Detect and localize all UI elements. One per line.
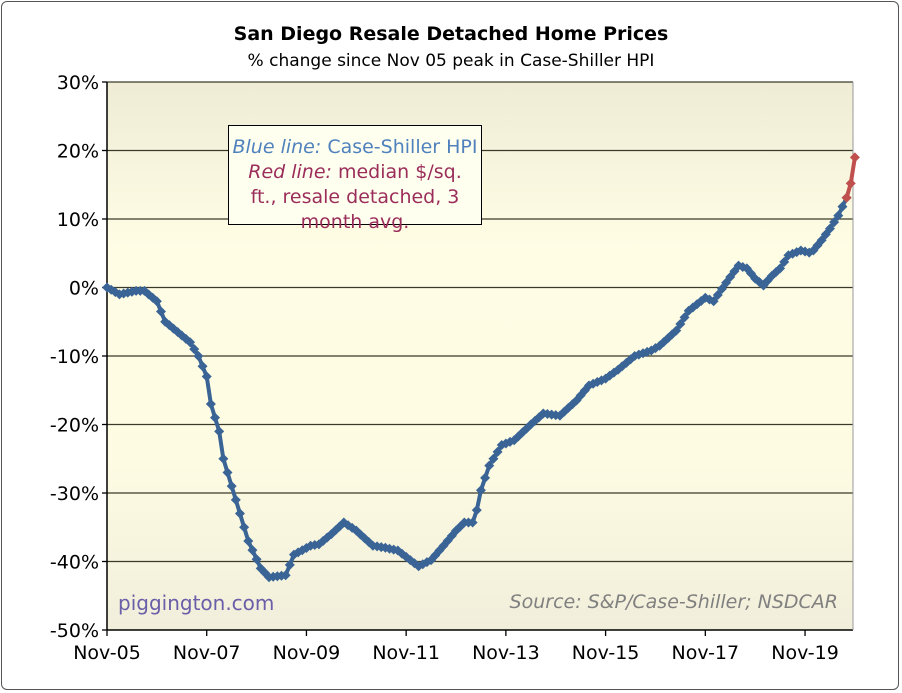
x-tick-label: Nov-05 xyxy=(73,642,141,664)
legend: Blue line: Case-Shiller HPI Red line: me… xyxy=(228,125,482,233)
data-point-marker xyxy=(226,481,237,492)
data-point-marker xyxy=(247,545,258,556)
data-point-marker xyxy=(833,210,844,221)
data-point-marker xyxy=(837,201,848,212)
x-tick-label: Nov-09 xyxy=(273,642,341,664)
y-tick-label: -40% xyxy=(50,552,99,574)
data-point-marker xyxy=(193,351,204,361)
data-point-marker xyxy=(156,306,167,317)
data-point-marker xyxy=(197,361,208,372)
watermark: piggington.com xyxy=(118,591,275,615)
data-point-marker xyxy=(234,508,245,519)
data-point-marker xyxy=(708,296,719,307)
data-point-marker xyxy=(716,283,727,294)
data-point-marker xyxy=(829,217,840,228)
data-point-marker xyxy=(480,472,491,483)
data-point-marker xyxy=(218,453,229,464)
data-point-marker xyxy=(214,426,225,437)
x-tick-label: Nov-11 xyxy=(372,642,440,664)
data-point-marker xyxy=(712,290,723,301)
legend-blue-text: Case-Shiller HPI xyxy=(327,136,478,158)
data-point-marker xyxy=(492,446,503,457)
data-point-marker xyxy=(222,467,233,478)
data-point-marker xyxy=(671,325,682,336)
data-point-marker xyxy=(151,296,162,307)
legend-red-text: median $/sq. ft., resale detached, 3 mon… xyxy=(250,161,462,233)
y-tick-label: 30% xyxy=(57,72,99,94)
chart-title: San Diego Resale Detached Home Prices xyxy=(234,23,669,45)
data-point-marker xyxy=(824,223,835,234)
x-tick-label: Nov-07 xyxy=(173,642,241,664)
y-tick-label: -30% xyxy=(50,483,99,505)
y-tick-label: 20% xyxy=(57,141,99,163)
x-tick-label: Nov-13 xyxy=(472,642,540,664)
x-tick-label: Nov-15 xyxy=(572,642,640,664)
chart-subtitle: % change since Nov 05 peak in Case-Shill… xyxy=(248,51,655,71)
data-point-marker xyxy=(210,412,221,423)
data-point-marker xyxy=(488,453,499,464)
data-point-marker xyxy=(189,344,200,355)
data-point-marker xyxy=(775,263,786,274)
data-point-marker xyxy=(849,152,860,163)
data-point-marker xyxy=(484,460,495,471)
data-point-marker xyxy=(230,494,241,505)
data-point-marker xyxy=(845,178,856,189)
y-tick-label: -10% xyxy=(50,346,99,368)
data-point-marker xyxy=(251,554,262,565)
data-point-marker xyxy=(779,256,790,267)
data-point-marker xyxy=(280,570,291,581)
data-point-marker xyxy=(475,485,486,496)
y-tick-label: -50% xyxy=(50,620,99,642)
y-tick-label: 0% xyxy=(69,278,99,300)
x-tick-label: Nov-17 xyxy=(672,642,740,664)
legend-blue-label: Blue line: xyxy=(232,136,322,158)
source-note: Source: S&P/Case-Shiller; NSDCAR xyxy=(509,591,838,613)
data-point-marker xyxy=(675,319,686,330)
legend-red-label: Red line: xyxy=(248,161,332,183)
x-tick-label: Nov-19 xyxy=(771,642,839,664)
data-point-marker xyxy=(201,371,212,382)
data-point-marker xyxy=(284,559,295,570)
data-point-marker xyxy=(679,312,690,323)
data-point-marker xyxy=(471,505,482,516)
y-tick-label: 10% xyxy=(57,209,99,231)
data-point-marker xyxy=(467,517,478,528)
data-point-marker xyxy=(205,398,216,409)
data-point-marker xyxy=(239,522,250,533)
data-point-marker xyxy=(185,337,196,348)
data-point-marker xyxy=(243,535,254,546)
data-point-marker xyxy=(841,192,852,203)
y-tick-label: -20% xyxy=(50,415,99,437)
